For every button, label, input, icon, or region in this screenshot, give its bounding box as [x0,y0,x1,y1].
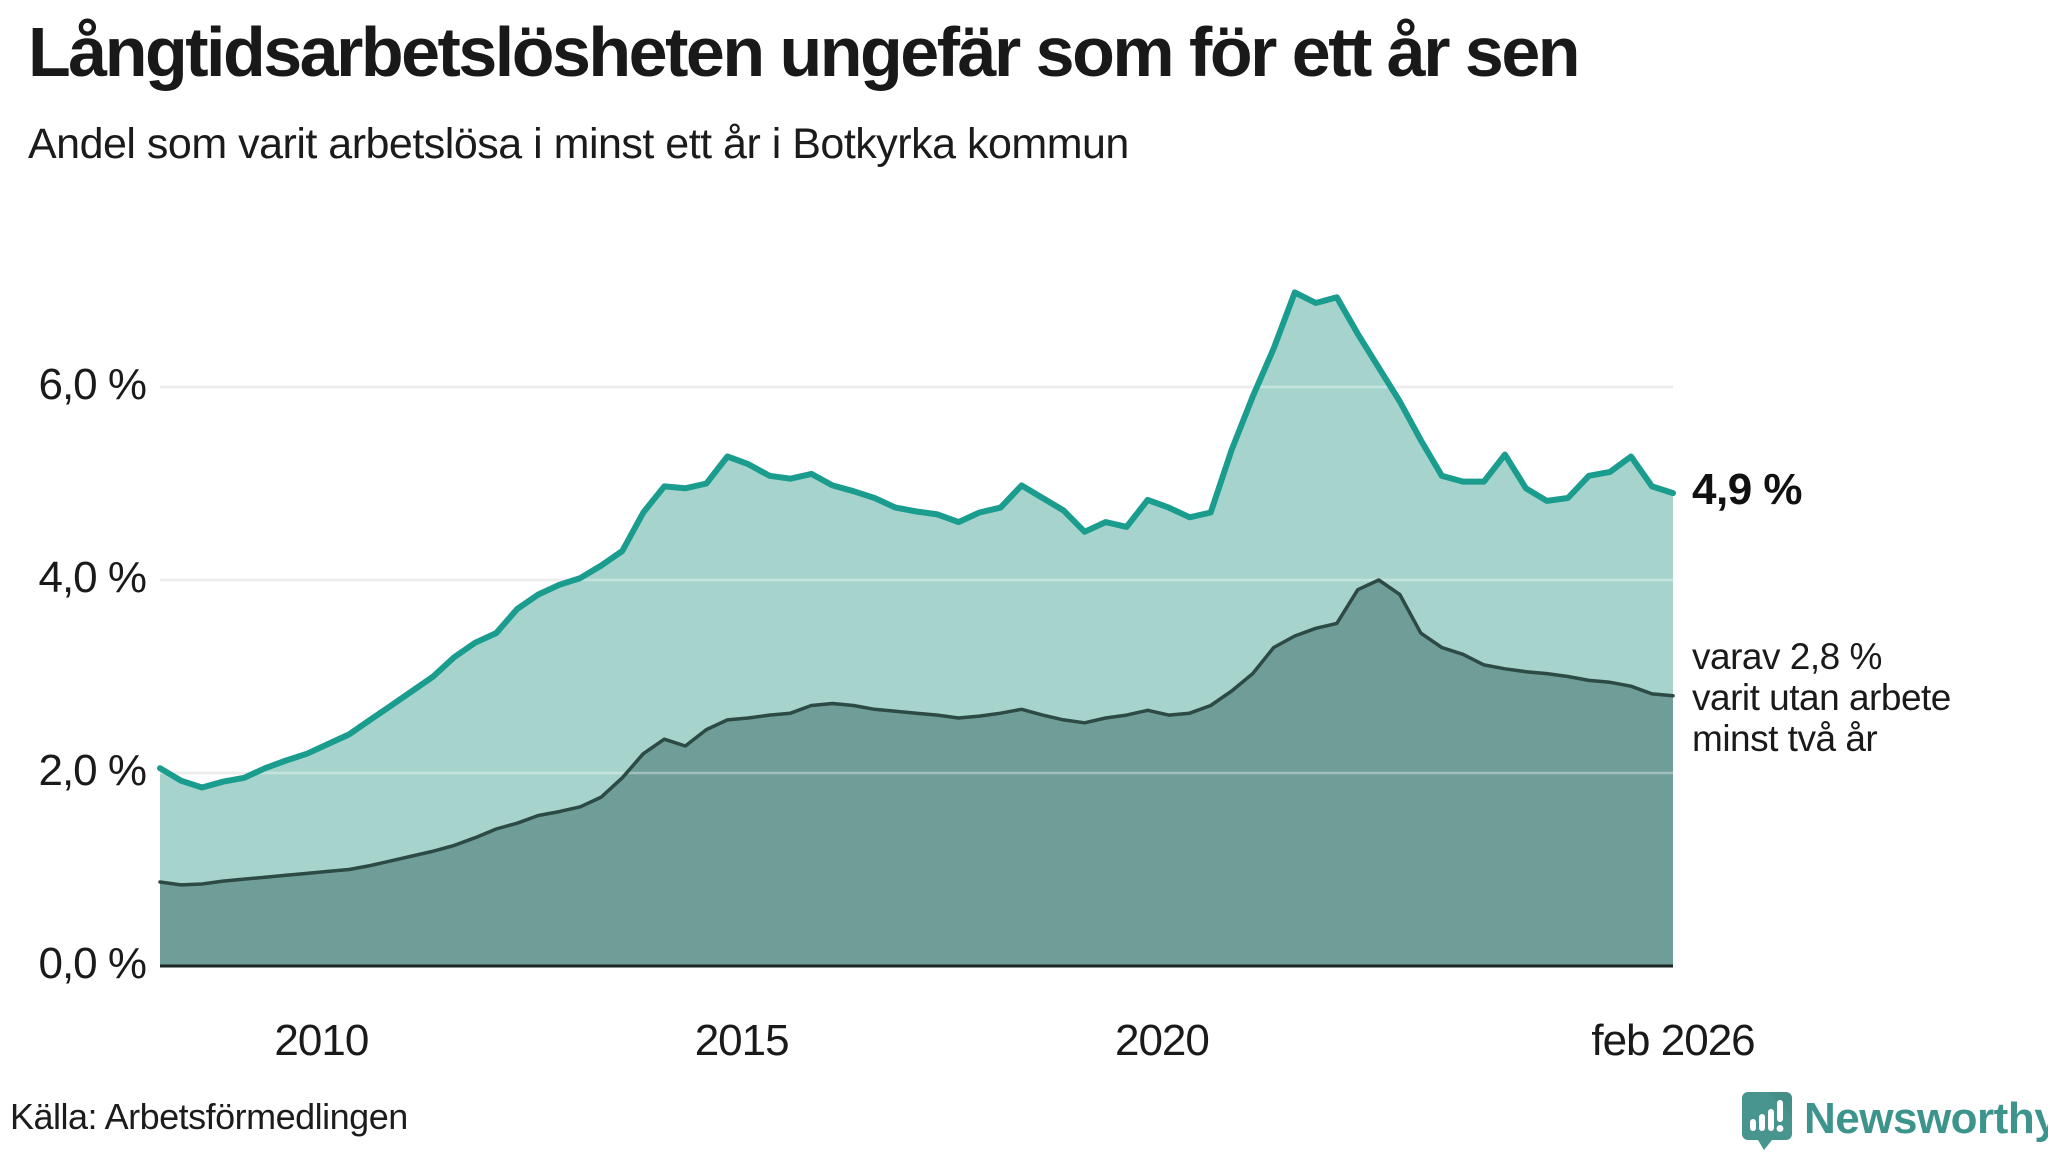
x-axis-label: 2010 [274,1016,369,1065]
two-year-line [158,578,1675,887]
two-year-annotation: varav 2,8 % varit utan arbete minst två … [1692,636,1951,759]
newsworthy-logo: Newsworthy [1742,1092,2048,1150]
newsworthy-speech-bubble-chart-icon [1742,1092,1792,1150]
page-title: Långtidsarbetslösheten ungefär som för e… [28,13,1581,91]
y-axis-label: 6,0 % [38,360,147,409]
latest-value-label: 4,9 % [1692,465,1803,515]
page-subtitle: Andel som varit arbetslösa i minst ett å… [28,120,1129,168]
newsworthy-wordmark: Newsworthy [1804,1094,2048,1143]
x-axis-label: 2020 [1114,1016,1210,1065]
x-axis-label: feb 2026 [1591,1016,1755,1065]
two-year-area [160,580,1673,966]
y-axis-label: 2,0 % [38,746,147,795]
y-axis-label: 0,0 % [38,939,147,988]
y-axis-label: 4,0 % [38,553,147,602]
total-line [157,289,1676,791]
x-axis-label: 2015 [694,1016,790,1065]
source-note: Källa: Arbetsförmedlingen [10,1096,408,1137]
